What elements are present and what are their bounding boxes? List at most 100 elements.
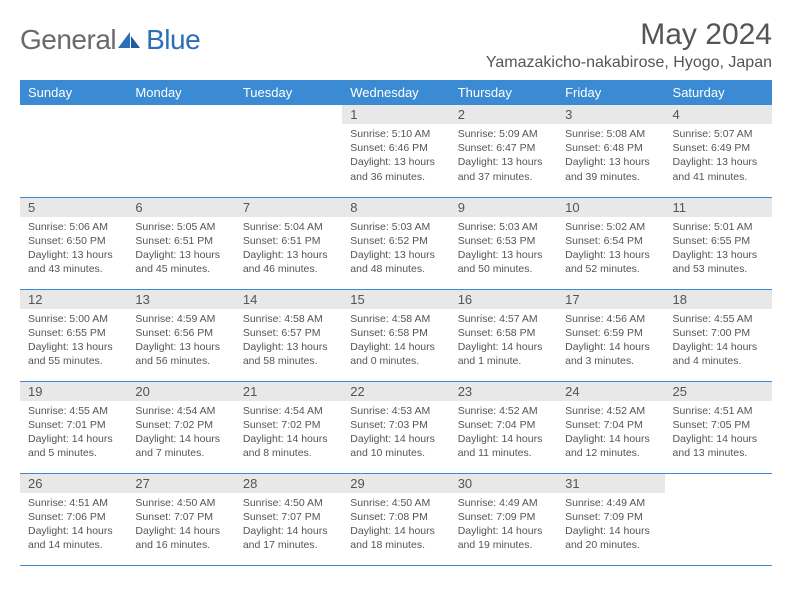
- calendar-day-cell: 7Sunrise: 5:04 AMSunset: 6:51 PMDaylight…: [235, 197, 342, 289]
- calendar-week-row: 12Sunrise: 5:00 AMSunset: 6:55 PMDayligh…: [20, 289, 772, 381]
- day-detail: Sunrise: 4:58 AMSunset: 6:58 PMDaylight:…: [342, 309, 449, 373]
- day-detail: Sunrise: 4:49 AMSunset: 7:09 PMDaylight:…: [557, 493, 664, 557]
- day-number: 1: [342, 105, 449, 124]
- day-number: 28: [235, 474, 342, 493]
- day-number: 20: [127, 382, 234, 401]
- day-detail: Sunrise: 4:58 AMSunset: 6:57 PMDaylight:…: [235, 309, 342, 373]
- weekday-header: Wednesday: [342, 80, 449, 105]
- calendar-day-cell: 15Sunrise: 4:58 AMSunset: 6:58 PMDayligh…: [342, 289, 449, 381]
- day-detail: Sunrise: 5:02 AMSunset: 6:54 PMDaylight:…: [557, 217, 664, 281]
- calendar-day-cell: 4Sunrise: 5:07 AMSunset: 6:49 PMDaylight…: [665, 105, 772, 197]
- calendar-day-cell: 3Sunrise: 5:08 AMSunset: 6:48 PMDaylight…: [557, 105, 664, 197]
- day-number: 25: [665, 382, 772, 401]
- day-number: 30: [450, 474, 557, 493]
- day-number: 17: [557, 290, 664, 309]
- calendar-empty-cell: [665, 473, 772, 565]
- day-detail: Sunrise: 4:59 AMSunset: 6:56 PMDaylight:…: [127, 309, 234, 373]
- day-detail: Sunrise: 5:10 AMSunset: 6:46 PMDaylight:…: [342, 124, 449, 188]
- day-detail: Sunrise: 5:08 AMSunset: 6:48 PMDaylight:…: [557, 124, 664, 188]
- day-detail: Sunrise: 5:06 AMSunset: 6:50 PMDaylight:…: [20, 217, 127, 281]
- calendar-day-cell: 20Sunrise: 4:54 AMSunset: 7:02 PMDayligh…: [127, 381, 234, 473]
- day-detail: Sunrise: 4:51 AMSunset: 7:05 PMDaylight:…: [665, 401, 772, 465]
- calendar-day-cell: 19Sunrise: 4:55 AMSunset: 7:01 PMDayligh…: [20, 381, 127, 473]
- day-detail: Sunrise: 4:57 AMSunset: 6:58 PMDaylight:…: [450, 309, 557, 373]
- day-number: 4: [665, 105, 772, 124]
- location-subtitle: Yamazakicho-nakabirose, Hyogo, Japan: [486, 54, 772, 72]
- calendar-day-cell: 26Sunrise: 4:51 AMSunset: 7:06 PMDayligh…: [20, 473, 127, 565]
- day-detail: Sunrise: 5:00 AMSunset: 6:55 PMDaylight:…: [20, 309, 127, 373]
- day-number: 21: [235, 382, 342, 401]
- calendar-day-cell: 21Sunrise: 4:54 AMSunset: 7:02 PMDayligh…: [235, 381, 342, 473]
- calendar-day-cell: 1Sunrise: 5:10 AMSunset: 6:46 PMDaylight…: [342, 105, 449, 197]
- day-number: 22: [342, 382, 449, 401]
- day-detail: Sunrise: 4:50 AMSunset: 7:07 PMDaylight:…: [127, 493, 234, 557]
- calendar-day-cell: 23Sunrise: 4:52 AMSunset: 7:04 PMDayligh…: [450, 381, 557, 473]
- day-number: 2: [450, 105, 557, 124]
- day-number: 13: [127, 290, 234, 309]
- day-detail: Sunrise: 4:52 AMSunset: 7:04 PMDaylight:…: [557, 401, 664, 465]
- calendar-day-cell: 10Sunrise: 5:02 AMSunset: 6:54 PMDayligh…: [557, 197, 664, 289]
- logo-sail-icon: [116, 30, 142, 50]
- weekday-header: Friday: [557, 80, 664, 105]
- day-number: 18: [665, 290, 772, 309]
- calendar-day-cell: 18Sunrise: 4:55 AMSunset: 7:00 PMDayligh…: [665, 289, 772, 381]
- calendar-day-cell: 8Sunrise: 5:03 AMSunset: 6:52 PMDaylight…: [342, 197, 449, 289]
- day-detail: Sunrise: 4:54 AMSunset: 7:02 PMDaylight:…: [127, 401, 234, 465]
- day-detail: Sunrise: 4:55 AMSunset: 7:01 PMDaylight:…: [20, 401, 127, 465]
- calendar-day-cell: 9Sunrise: 5:03 AMSunset: 6:53 PMDaylight…: [450, 197, 557, 289]
- day-number: 11: [665, 198, 772, 217]
- day-number: 10: [557, 198, 664, 217]
- calendar-day-cell: 28Sunrise: 4:50 AMSunset: 7:07 PMDayligh…: [235, 473, 342, 565]
- calendar-day-cell: 16Sunrise: 4:57 AMSunset: 6:58 PMDayligh…: [450, 289, 557, 381]
- day-number: 12: [20, 290, 127, 309]
- calendar-day-cell: 17Sunrise: 4:56 AMSunset: 6:59 PMDayligh…: [557, 289, 664, 381]
- day-number: 9: [450, 198, 557, 217]
- day-detail: Sunrise: 5:03 AMSunset: 6:53 PMDaylight:…: [450, 217, 557, 281]
- day-number: 3: [557, 105, 664, 124]
- calendar-week-row: 1Sunrise: 5:10 AMSunset: 6:46 PMDaylight…: [20, 105, 772, 197]
- day-number: 29: [342, 474, 449, 493]
- day-detail: Sunrise: 5:01 AMSunset: 6:55 PMDaylight:…: [665, 217, 772, 281]
- day-number: 6: [127, 198, 234, 217]
- brand-general: General: [20, 24, 116, 56]
- day-detail: Sunrise: 5:09 AMSunset: 6:47 PMDaylight:…: [450, 124, 557, 188]
- calendar-day-cell: 6Sunrise: 5:05 AMSunset: 6:51 PMDaylight…: [127, 197, 234, 289]
- day-detail: Sunrise: 5:04 AMSunset: 6:51 PMDaylight:…: [235, 217, 342, 281]
- day-detail: Sunrise: 4:55 AMSunset: 7:00 PMDaylight:…: [665, 309, 772, 373]
- day-detail: Sunrise: 4:50 AMSunset: 7:08 PMDaylight:…: [342, 493, 449, 557]
- weekday-header-row: SundayMondayTuesdayWednesdayThursdayFrid…: [20, 80, 772, 105]
- calendar-table: SundayMondayTuesdayWednesdayThursdayFrid…: [20, 80, 772, 566]
- day-detail: Sunrise: 4:51 AMSunset: 7:06 PMDaylight:…: [20, 493, 127, 557]
- calendar-day-cell: 29Sunrise: 4:50 AMSunset: 7:08 PMDayligh…: [342, 473, 449, 565]
- day-number: 23: [450, 382, 557, 401]
- calendar-week-row: 5Sunrise: 5:06 AMSunset: 6:50 PMDaylight…: [20, 197, 772, 289]
- calendar-week-row: 19Sunrise: 4:55 AMSunset: 7:01 PMDayligh…: [20, 381, 772, 473]
- calendar-day-cell: 14Sunrise: 4:58 AMSunset: 6:57 PMDayligh…: [235, 289, 342, 381]
- calendar-day-cell: 31Sunrise: 4:49 AMSunset: 7:09 PMDayligh…: [557, 473, 664, 565]
- day-number: 26: [20, 474, 127, 493]
- calendar-day-cell: 24Sunrise: 4:52 AMSunset: 7:04 PMDayligh…: [557, 381, 664, 473]
- day-detail: Sunrise: 5:07 AMSunset: 6:49 PMDaylight:…: [665, 124, 772, 188]
- day-detail: Sunrise: 4:52 AMSunset: 7:04 PMDaylight:…: [450, 401, 557, 465]
- calendar-day-cell: 30Sunrise: 4:49 AMSunset: 7:09 PMDayligh…: [450, 473, 557, 565]
- day-detail: Sunrise: 5:03 AMSunset: 6:52 PMDaylight:…: [342, 217, 449, 281]
- calendar-day-cell: 13Sunrise: 4:59 AMSunset: 6:56 PMDayligh…: [127, 289, 234, 381]
- calendar-day-cell: 25Sunrise: 4:51 AMSunset: 7:05 PMDayligh…: [665, 381, 772, 473]
- calendar-week-row: 26Sunrise: 4:51 AMSunset: 7:06 PMDayligh…: [20, 473, 772, 565]
- day-detail: Sunrise: 4:54 AMSunset: 7:02 PMDaylight:…: [235, 401, 342, 465]
- calendar-day-cell: 22Sunrise: 4:53 AMSunset: 7:03 PMDayligh…: [342, 381, 449, 473]
- calendar-day-cell: 12Sunrise: 5:00 AMSunset: 6:55 PMDayligh…: [20, 289, 127, 381]
- day-detail: Sunrise: 4:49 AMSunset: 7:09 PMDaylight:…: [450, 493, 557, 557]
- day-number: 27: [127, 474, 234, 493]
- calendar-empty-cell: [235, 105, 342, 197]
- day-number: 16: [450, 290, 557, 309]
- calendar-empty-cell: [127, 105, 234, 197]
- title-block: May 2024 Yamazakicho-nakabirose, Hyogo, …: [486, 18, 772, 72]
- calendar-empty-cell: [20, 105, 127, 197]
- calendar-day-cell: 27Sunrise: 4:50 AMSunset: 7:07 PMDayligh…: [127, 473, 234, 565]
- month-title: May 2024: [486, 18, 772, 52]
- calendar-body: 1Sunrise: 5:10 AMSunset: 6:46 PMDaylight…: [20, 105, 772, 565]
- weekday-header: Monday: [127, 80, 234, 105]
- day-number: 19: [20, 382, 127, 401]
- day-number: 5: [20, 198, 127, 217]
